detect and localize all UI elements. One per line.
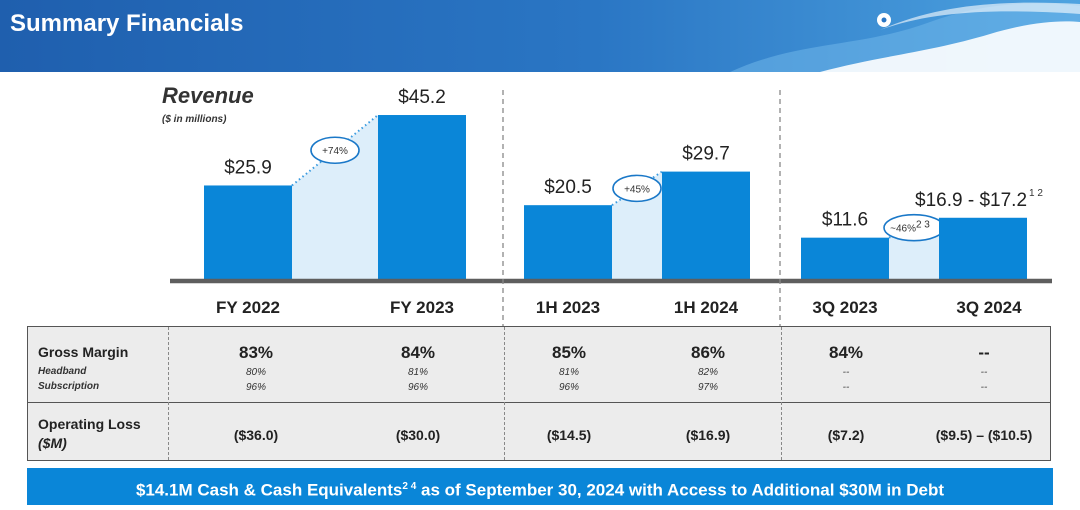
growth-bubble — [612, 174, 662, 203]
wave-decoration — [730, 2, 1080, 72]
table-column-separator — [504, 327, 505, 460]
headband-label: Headband — [38, 366, 87, 377]
headband-value: 81% — [407, 367, 428, 378]
value-label: $20.5 — [544, 177, 592, 198]
chart-subtitle: ($ in millions) — [162, 114, 227, 125]
table-column-separator — [168, 327, 169, 460]
header-band: Summary Financials — [0, 0, 1080, 72]
operating-loss-value: ($36.0) — [233, 427, 279, 443]
operating-loss-value: ($14.5) — [546, 427, 592, 443]
x-tick-label: 1H 2024 — [674, 298, 739, 317]
chart-marks: +74%+45%~46%2 3$25.9FY 2022$45.2FY 2023$… — [170, 87, 1052, 326]
gross-margin-value: 85% — [551, 343, 587, 362]
row-divider — [28, 402, 1050, 403]
growth-dotted-line — [611, 170, 663, 207]
subscription-value: 97% — [697, 382, 718, 393]
x-tick-label: FY 2023 — [390, 298, 454, 317]
subscription-value: 96% — [407, 382, 428, 393]
x-tick-label: 3Q 2023 — [812, 298, 877, 317]
gross-margin-value: 84% — [400, 343, 436, 362]
financials-table: Gross Margin Headband Subscription Opera… — [27, 326, 1051, 461]
gross-margin-value: -- — [978, 343, 990, 362]
x-tick-label: 1H 2023 — [536, 298, 600, 317]
banner-text-start: $14.1M Cash & Cash Equivalents — [135, 480, 403, 500]
bar-fy-2023 — [378, 115, 466, 280]
table-column-separator — [781, 327, 782, 460]
headband-value: 80% — [245, 367, 266, 378]
value-label: $16.9 - $17.2 1 2 — [915, 188, 1043, 211]
operating-loss-value: ($7.2) — [827, 427, 865, 443]
subscription-value: 96% — [558, 382, 579, 393]
gross-margin-value: 83% — [238, 343, 274, 362]
bar-1h-2023 — [524, 205, 612, 280]
operating-loss-label: Operating Loss — [38, 416, 141, 432]
bar-1h-2024 — [662, 171, 750, 280]
value-label: $45.2 — [398, 87, 446, 108]
subscription-label: Subscription — [38, 381, 100, 392]
page-title: Summary Financials — [10, 10, 244, 37]
gross-margin-value: 86% — [690, 343, 726, 362]
growth-label: +45% — [624, 184, 650, 195]
operating-loss-value: ($9.5) – ($10.5) — [935, 427, 1033, 443]
headband-value: 82% — [697, 367, 718, 378]
subscription-value: 96% — [245, 382, 266, 393]
growth-dotted-line — [291, 114, 379, 187]
bar-fy-2022 — [204, 185, 292, 280]
bar-3q-2023 — [801, 237, 889, 280]
headband-value: 81% — [558, 367, 579, 378]
chart-title: Revenue — [162, 83, 254, 108]
subscription-value: -- — [842, 382, 850, 393]
value-label: $25.9 — [224, 157, 272, 178]
revenue-chart: Revenue ($ in millions) +74%+45%~46%2 3$… — [162, 83, 1052, 326]
x-tick-label: 3Q 2024 — [956, 298, 1022, 317]
banner-text-end: as of September 30, 2024 with Access to … — [416, 480, 945, 500]
gross-margin-label: Gross Margin — [38, 344, 129, 360]
headband-value: -- — [980, 367, 988, 378]
headband-value: -- — [842, 367, 850, 378]
x-tick-label: FY 2022 — [216, 298, 280, 317]
growth-bubble — [310, 136, 360, 165]
value-label: $29.7 — [682, 144, 730, 165]
value-label: $11.6 — [822, 210, 868, 231]
gross-margin-value: 84% — [828, 343, 864, 362]
operating-loss-unit: ($M) — [38, 435, 67, 451]
banner-superscript: 2 4 — [402, 481, 417, 492]
subscription-value: -- — [980, 382, 988, 393]
operating-loss-value: ($16.9) — [685, 427, 731, 443]
cash-banner: $14.1M Cash & Cash Equivalents2 4 as of … — [27, 468, 1053, 505]
operating-loss-value: ($30.0) — [395, 427, 441, 443]
growth-label: +74% — [322, 146, 348, 157]
bar-3q-2024 — [939, 217, 1027, 280]
